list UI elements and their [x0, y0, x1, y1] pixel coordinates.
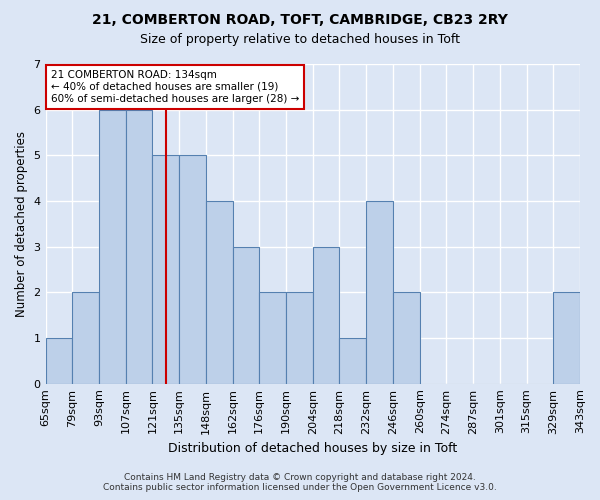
Bar: [340, 338, 366, 384]
Bar: [72, 292, 99, 384]
Bar: [259, 292, 286, 384]
Bar: [99, 110, 126, 384]
Bar: [126, 110, 152, 384]
Bar: [152, 156, 179, 384]
Bar: [206, 201, 233, 384]
Y-axis label: Number of detached properties: Number of detached properties: [15, 131, 28, 317]
X-axis label: Distribution of detached houses by size in Toft: Distribution of detached houses by size …: [168, 442, 457, 455]
Bar: [46, 338, 72, 384]
Bar: [286, 292, 313, 384]
Text: Contains HM Land Registry data © Crown copyright and database right 2024.
Contai: Contains HM Land Registry data © Crown c…: [103, 473, 497, 492]
Bar: [233, 246, 259, 384]
Bar: [553, 292, 580, 384]
Text: 21 COMBERTON ROAD: 134sqm
← 40% of detached houses are smaller (19)
60% of semi-: 21 COMBERTON ROAD: 134sqm ← 40% of detac…: [51, 70, 299, 104]
Bar: [366, 201, 393, 384]
Bar: [313, 246, 340, 384]
Text: Size of property relative to detached houses in Toft: Size of property relative to detached ho…: [140, 32, 460, 46]
Bar: [393, 292, 419, 384]
Text: 21, COMBERTON ROAD, TOFT, CAMBRIDGE, CB23 2RY: 21, COMBERTON ROAD, TOFT, CAMBRIDGE, CB2…: [92, 12, 508, 26]
Bar: [179, 156, 206, 384]
